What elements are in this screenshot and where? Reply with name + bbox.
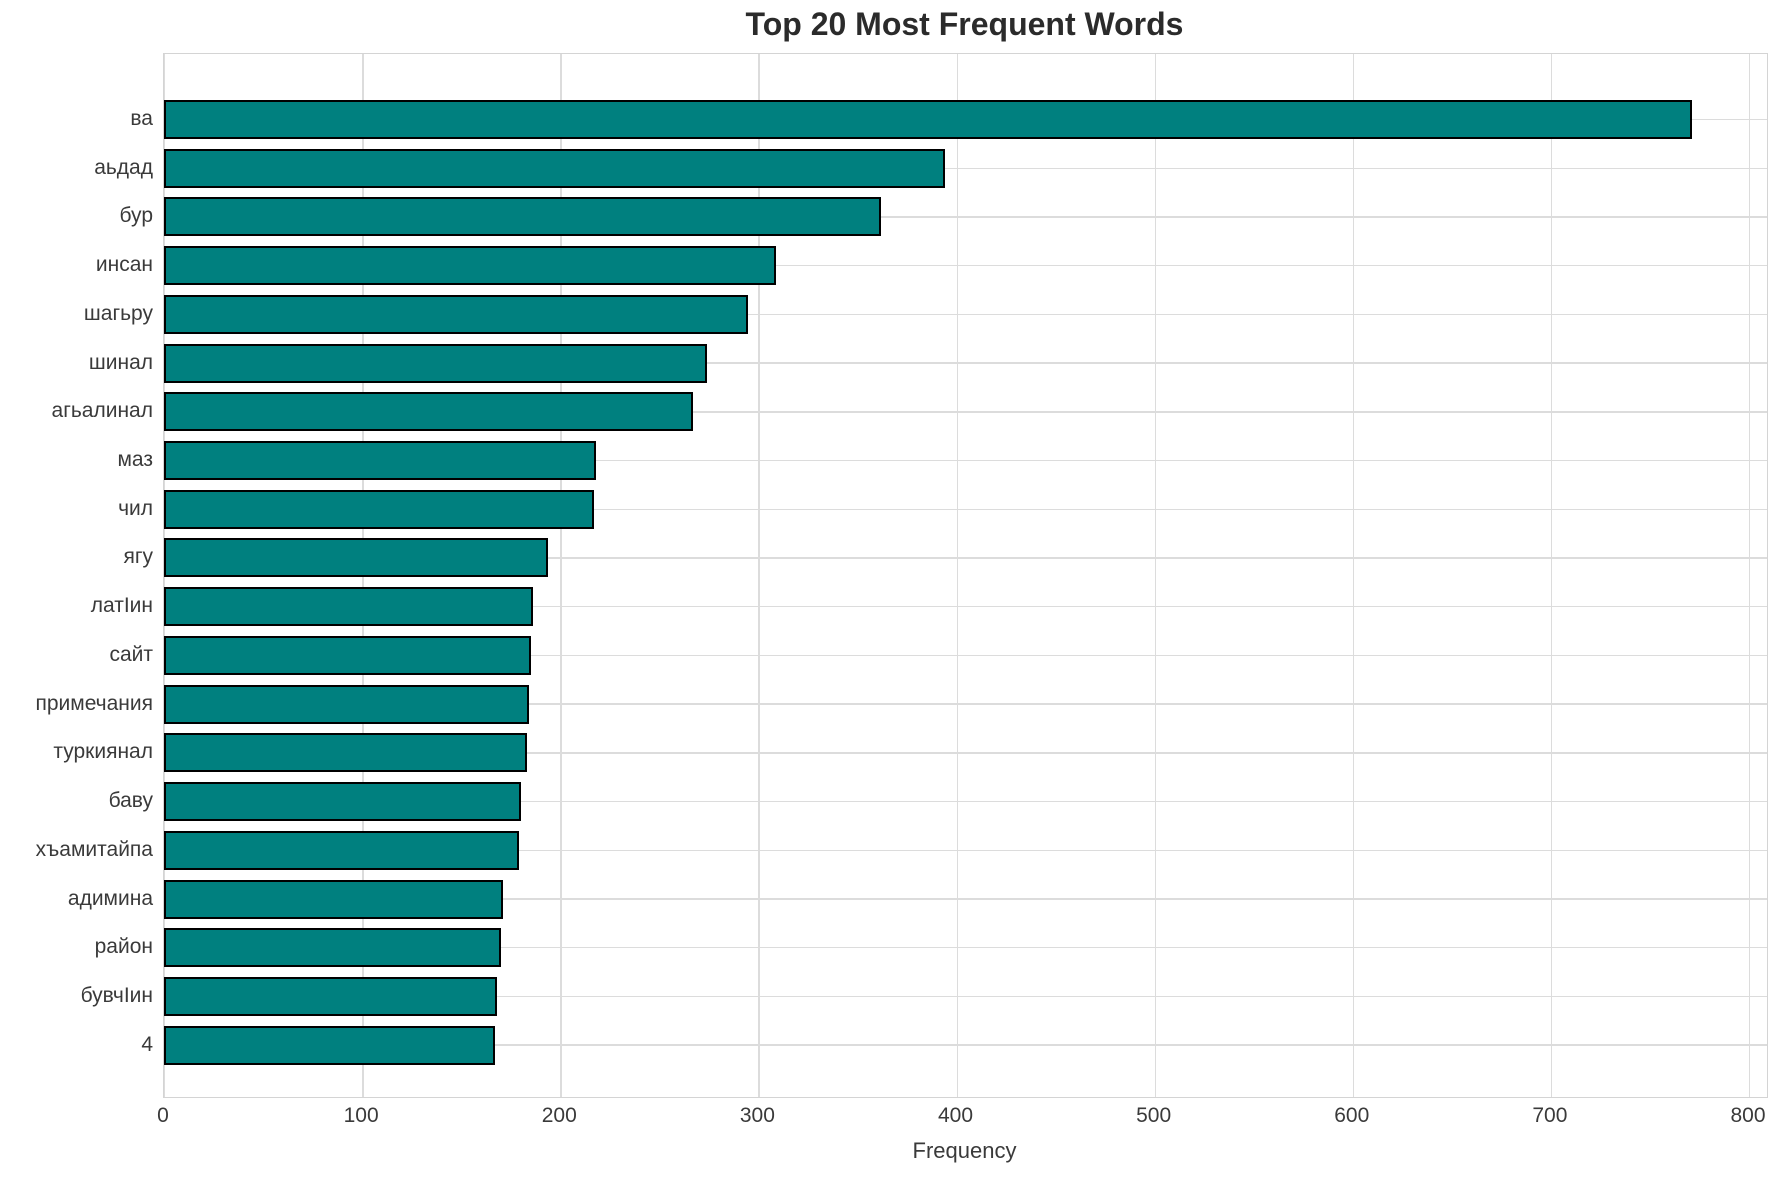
x-tick-label: 500 xyxy=(1136,1104,1172,1127)
plot-area xyxy=(163,53,1768,1098)
bar-инсан xyxy=(164,246,777,286)
bar-4 xyxy=(164,1025,495,1065)
chart-title: Top 20 Most Frequent Words xyxy=(745,6,1184,42)
gridline-horizontal xyxy=(164,557,1767,559)
y-tick-label: ва xyxy=(130,107,153,130)
y-tick-label: аьдад xyxy=(94,155,153,179)
y-tick-label: шагьру xyxy=(83,301,153,325)
gridline-horizontal xyxy=(164,1044,1767,1046)
gridline-horizontal xyxy=(164,167,1767,169)
x-tick-label: 0 xyxy=(157,1104,169,1127)
gridline-horizontal xyxy=(164,898,1767,900)
bar-аьдад xyxy=(164,148,945,188)
y-tick-label: сайт xyxy=(109,642,153,666)
gridline-vertical xyxy=(758,54,760,1097)
bar-латIин xyxy=(164,587,533,627)
bar-адимина xyxy=(164,879,503,919)
y-tick-label: инсан xyxy=(95,253,153,277)
y-tick-label: баву xyxy=(108,789,153,813)
gridline-vertical xyxy=(1154,54,1157,1097)
y-tick-label: район xyxy=(94,935,153,959)
bar-ва xyxy=(164,100,1692,139)
gridline-horizontal xyxy=(164,362,1767,364)
gridline-vertical xyxy=(1352,54,1355,1097)
gridline-horizontal xyxy=(164,752,1767,754)
y-tick-label: 4 xyxy=(141,1032,153,1056)
y-tick-label: туркиянал xyxy=(53,740,153,764)
gridline-horizontal xyxy=(164,216,1767,218)
y-tick-label: шинал xyxy=(88,350,153,374)
x-tick-label: 600 xyxy=(1334,1104,1370,1127)
gridline-horizontal xyxy=(164,703,1767,705)
bar-район xyxy=(164,928,501,968)
x-tick-label: 400 xyxy=(937,1104,974,1127)
y-tick-label: адимина xyxy=(67,886,153,910)
gridline-horizontal xyxy=(164,459,1767,462)
gridline-vertical xyxy=(560,54,562,1097)
gridline-horizontal xyxy=(164,508,1767,510)
y-tick-label: латIин xyxy=(90,594,153,618)
bar-сайт xyxy=(164,635,531,675)
gridline-horizontal xyxy=(164,654,1767,657)
y-tick-label: агьалинал xyxy=(51,399,153,423)
x-tick-label: 300 xyxy=(739,1104,775,1127)
bar-агьалинал xyxy=(164,392,693,432)
gridline-horizontal xyxy=(164,411,1767,413)
x-tick-label: 100 xyxy=(343,1104,379,1127)
gridline-vertical xyxy=(956,54,958,1097)
gridline-horizontal xyxy=(164,264,1767,267)
x-axis-label: Frequency xyxy=(912,1138,1017,1163)
x-tick-label: 800 xyxy=(1730,1104,1766,1127)
bar-хъамитайпа xyxy=(164,830,519,870)
bar-баву xyxy=(164,782,521,822)
gridline-vertical xyxy=(1550,54,1553,1097)
x-tick-label: 700 xyxy=(1532,1104,1568,1127)
gridline-horizontal xyxy=(164,947,1767,949)
bar-маз xyxy=(164,441,596,481)
y-tick-label: хъамитайпа xyxy=(35,837,153,861)
bar-туркиянал xyxy=(164,733,527,773)
bar-примечания xyxy=(164,684,529,724)
y-tick-label: ягу xyxy=(123,545,153,569)
x-tick-label: 200 xyxy=(541,1104,577,1127)
bar-бур xyxy=(164,197,882,237)
bar-шинал xyxy=(164,343,707,383)
gridline-horizontal xyxy=(164,313,1767,316)
y-tick-label: чил xyxy=(118,496,153,520)
gridline-horizontal xyxy=(164,995,1767,998)
gridline-horizontal xyxy=(164,800,1767,803)
bar-бувчIин xyxy=(164,976,497,1016)
gridline-horizontal xyxy=(164,849,1767,851)
bar-чил xyxy=(164,489,594,529)
y-tick-label: бур xyxy=(119,204,153,228)
gridline-horizontal xyxy=(164,606,1767,608)
gridline-vertical xyxy=(1749,54,1751,1097)
y-tick-label: примечания xyxy=(35,691,153,715)
bar-шагьру xyxy=(164,294,749,334)
y-tick-label: маз xyxy=(117,448,153,472)
bar-ягу xyxy=(164,538,549,578)
y-tick-label: бувчIин xyxy=(80,983,153,1007)
